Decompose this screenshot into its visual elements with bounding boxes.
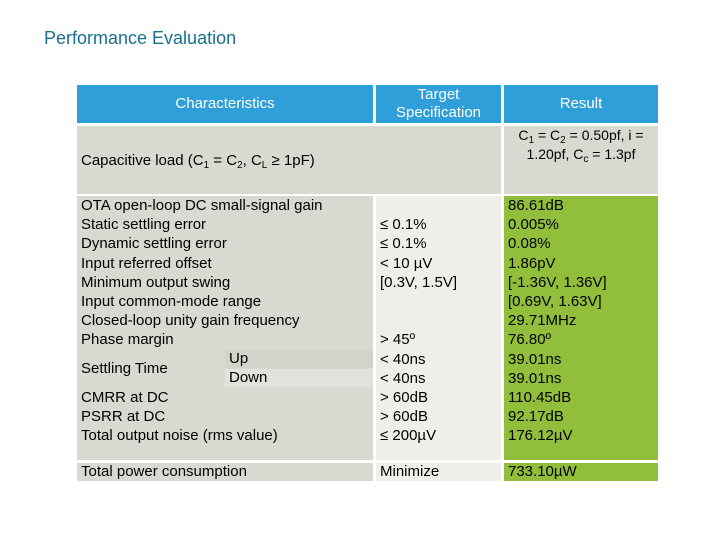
target-cell: [376, 196, 501, 460]
row-3-result: 1.86pV: [508, 254, 556, 272]
row-0-target: [380, 196, 457, 215]
row-1-target: ≤ 0.1%: [380, 216, 427, 234]
target-list: ≤ 0.1% ≤ 0.1% < 10 µV [0.3V, 1.5V] > 45º…: [380, 196, 457, 445]
settling-down-cell: [225, 369, 373, 387]
row-6-target: [380, 311, 457, 330]
row-11-result: 92.17dB: [508, 408, 564, 426]
row-12-result: 176.12µV: [508, 427, 573, 445]
row-10-characteristic: CMRR at DC: [81, 388, 169, 406]
row-2-characteristic: Dynamic settling error: [81, 235, 227, 253]
row-10-result: 110.45dB: [508, 388, 572, 406]
row-2-target: ≤ 0.1%: [380, 235, 427, 253]
condition-label: Capacitive load (C1 = C2, CL ≥ 1pF): [81, 152, 315, 171]
row-3-characteristic: Input referred offset: [81, 254, 212, 272]
settling-up-label: Up: [229, 350, 249, 367]
condition-label-cell: Capacitive load (C1 = C2, CL ≥ 1pF): [77, 126, 501, 194]
header-target-line2: Specification: [395, 104, 482, 121]
result-cell: [504, 196, 658, 460]
settling-down-label: Down: [229, 369, 268, 386]
row-7-result: 76.80º: [508, 331, 552, 349]
header-result: Result: [504, 85, 658, 123]
header-target-line1: Target: [417, 86, 460, 103]
row-3-target: < 10 µV: [380, 254, 433, 272]
power-target: Minimize: [380, 463, 440, 480]
row-4-result: [-1.36V, 1.36V]: [508, 273, 607, 291]
page-title: Performance Evaluation: [44, 28, 237, 48]
row-2-result: 0.08%: [508, 235, 551, 253]
row-10-target: > 60dB: [380, 388, 428, 406]
row-4-characteristic: Minimum output swing: [81, 273, 231, 291]
row-5-result: [0.69V, 1.63V]: [508, 292, 602, 310]
row-1-characteristic: Static settling error: [81, 216, 207, 234]
power-characteristic: Total power consumption: [81, 463, 247, 480]
condition-result-line1: C1 = C2 = 0.50pf, i =: [518, 127, 644, 146]
settling-time-label: Settling Time: [81, 360, 168, 377]
row-8-target: < 40ns: [380, 350, 426, 368]
characteristics-list: OTA open-loop DC small-signal gain Stati…: [81, 196, 323, 445]
power-result: 733.10µW: [508, 463, 577, 480]
condition-result-line2: 1.20pf, Cc = 1.3pf: [526, 146, 636, 165]
row-9-result: 39.01ns: [508, 369, 562, 387]
header-characteristics: Characteristics: [77, 85, 373, 123]
settling-up-cell: [225, 350, 373, 368]
row-1-result: 0.005%: [508, 216, 559, 234]
power-characteristic-cell: Total power consumption: [77, 463, 373, 481]
header-target-specification: Target Specification: [376, 85, 501, 123]
condition-result-cell: C1 = C2 = 0.50pf, i = 1.20pf, Cc = 1.3pf: [504, 126, 658, 194]
row-7-target: > 45º: [380, 331, 416, 349]
row-0-result: 86.61dB: [508, 197, 564, 214]
row-9-target: < 40ns: [380, 369, 426, 387]
row-5-characteristic: Input common-mode range: [81, 292, 262, 310]
power-target-cell: Minimize: [376, 463, 501, 481]
result-list: 86.61dB 0.005% 0.08% 1.86pV [-1.36V, 1.3…: [508, 196, 607, 445]
row-11-characteristic: PSRR at DC: [81, 408, 166, 426]
row-6-characteristic: Closed-loop unity gain frequency: [81, 312, 300, 330]
row-12-target: ≤ 200µV: [380, 427, 437, 445]
row-7-characteristic: Phase margin: [81, 331, 174, 349]
row-4-target: [0.3V, 1.5V]: [380, 273, 458, 291]
characteristics-cell: [77, 196, 373, 460]
row-11-target: > 60dB: [380, 408, 428, 426]
row-6-result: 29.71MHz: [508, 312, 577, 330]
row-0-characteristic: OTA open-loop DC small-signal gain: [81, 197, 323, 214]
power-result-cell: 733.10µW: [504, 463, 658, 481]
row-5-target: [380, 292, 457, 311]
row-8-result: 39.01ns: [508, 350, 562, 368]
row-12-characteristic: Total output noise (rms value): [81, 427, 278, 445]
